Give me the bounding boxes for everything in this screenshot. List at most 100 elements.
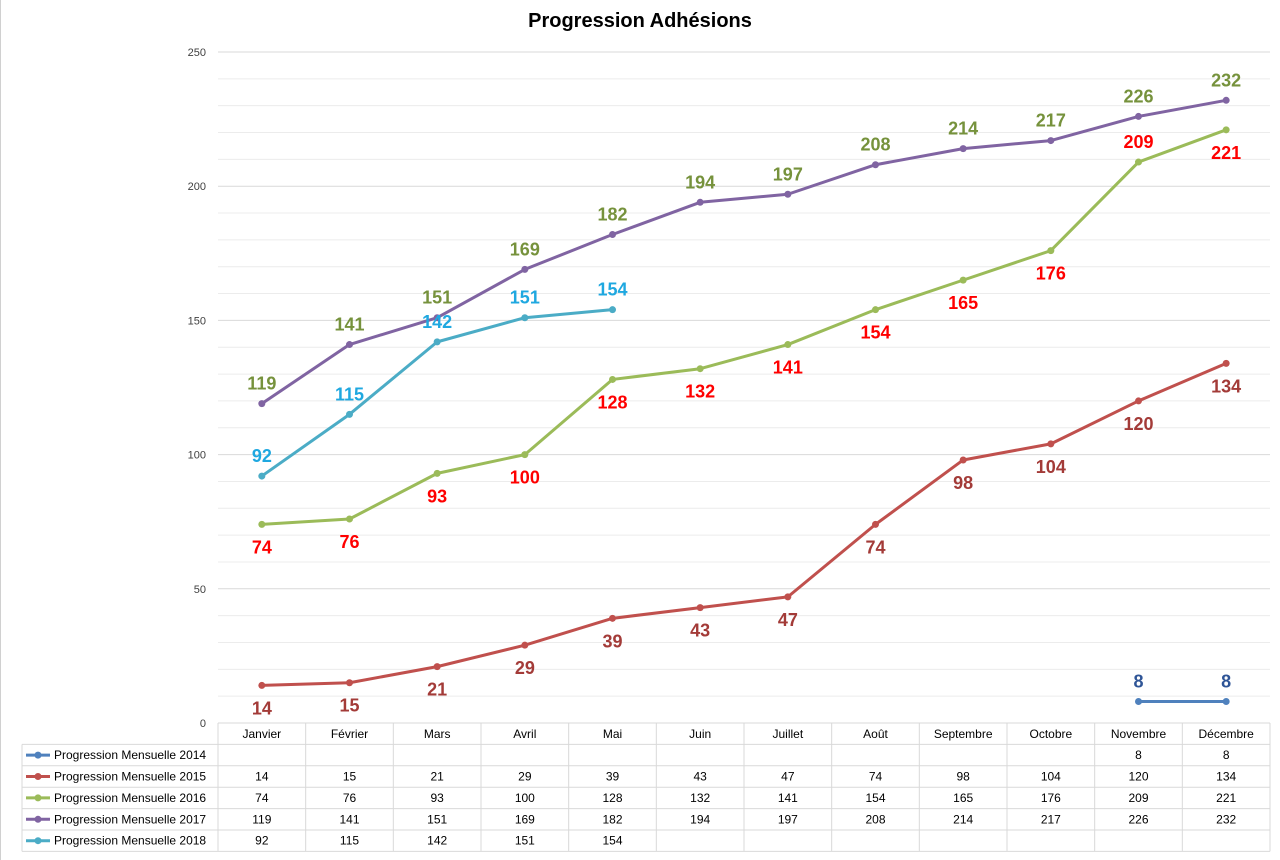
table-cell-value: 21 <box>430 770 444 784</box>
data-label: 21 <box>427 680 447 700</box>
data-label: 43 <box>690 621 710 641</box>
data-label: 221 <box>1211 143 1241 163</box>
data-label: 100 <box>510 468 540 488</box>
data-point <box>258 472 266 480</box>
table-cell-value: 76 <box>343 791 357 805</box>
table-cell-value: 15 <box>343 770 357 784</box>
data-point <box>1222 126 1230 134</box>
data-label: 208 <box>860 135 890 155</box>
table-cell-value: 154 <box>602 834 622 848</box>
data-label: 8 <box>1133 672 1143 692</box>
table-cell-value: 74 <box>869 770 883 784</box>
data-label: 47 <box>778 610 798 630</box>
data-table: Janvier Février Mars Avril Mai Juin Juillet Aoû… <box>21 722 1271 852</box>
table-cell-value: 74 <box>255 791 269 805</box>
legend-entry: Progression Mensuelle 2018 <box>54 834 206 848</box>
data-point <box>1135 112 1142 120</box>
data-point <box>872 520 879 528</box>
y-tick-label: 100 <box>188 450 206 462</box>
data-point <box>1135 397 1142 405</box>
data-point <box>433 469 441 477</box>
table-cell-value: 142 <box>427 834 447 848</box>
data-label: 217 <box>1036 111 1066 131</box>
x-tick-label: Janvier <box>242 727 281 741</box>
data-label: 226 <box>1123 86 1153 106</box>
table-cell-value: 8 <box>1135 748 1142 762</box>
data-point <box>433 338 441 346</box>
table-cell-value: 151 <box>515 834 535 848</box>
data-point <box>1047 440 1055 448</box>
data-point <box>521 451 529 459</box>
data-point <box>1222 698 1230 706</box>
data-point <box>521 641 529 649</box>
data-label: 176 <box>1036 264 1066 284</box>
data-label: 154 <box>860 323 890 343</box>
data-label: 209 <box>1123 132 1153 152</box>
data-point <box>959 276 967 284</box>
table-cell-value: 92 <box>255 834 269 848</box>
table-cell-value: 128 <box>602 791 622 805</box>
table-cell-value: 141 <box>339 812 359 826</box>
table-cell-value: 214 <box>953 812 973 826</box>
x-tick-label: Août <box>863 727 888 741</box>
series-line <box>260 308 613 478</box>
data-point <box>346 410 353 418</box>
data-label: 214 <box>948 119 978 139</box>
legend-entry: Progression Mensuelle 2016 <box>54 791 206 805</box>
data-point <box>521 314 529 322</box>
table-cell-value: 221 <box>1216 791 1236 805</box>
table-cell-value: 232 <box>1216 812 1236 826</box>
table-cell-value: 132 <box>690 791 710 805</box>
y-tick-label: 50 <box>194 584 206 596</box>
data-point <box>1222 96 1230 104</box>
x-tick-label: Avril <box>513 727 536 741</box>
table-cell-value: 226 <box>1128 812 1148 826</box>
y-tick-label: 0 <box>200 718 206 730</box>
x-tick-label: Septembre <box>934 727 993 741</box>
data-label: 128 <box>597 392 627 412</box>
data-label: 141 <box>773 358 803 378</box>
data-point <box>433 314 441 322</box>
data-point <box>959 145 967 153</box>
data-label: 232 <box>1211 70 1241 90</box>
data-label: 29 <box>515 658 535 678</box>
data-point <box>609 231 616 239</box>
data-point <box>1135 158 1142 166</box>
data-point <box>346 515 353 523</box>
x-tick-label: Octobre <box>1029 727 1072 741</box>
data-point <box>784 190 792 198</box>
x-tick-label: Mars <box>424 727 451 741</box>
data-label: 194 <box>685 172 715 192</box>
data-label: 151 <box>510 288 540 308</box>
data-point <box>609 614 616 622</box>
y-tick-label: 250 <box>188 47 206 59</box>
data-point <box>609 375 616 383</box>
data-label: 104 <box>1036 457 1066 477</box>
table-cell-value: 208 <box>865 812 885 826</box>
data-point <box>784 341 792 349</box>
x-tick-label: Novembre <box>1111 727 1167 741</box>
data-label: 134 <box>1211 376 1241 396</box>
data-labels: 8 8 14 15 21 29 39 43 47 74 98 104 120 134 74 76 93 100 12… <box>247 70 1241 718</box>
table-cell-value: 194 <box>690 812 710 826</box>
table-cell-value: 104 <box>1041 770 1061 784</box>
data-point <box>959 456 967 464</box>
data-label: 93 <box>427 486 447 506</box>
data-point <box>433 663 441 671</box>
gridlines <box>218 51 1270 724</box>
table-cell-value: 93 <box>430 791 444 805</box>
table-cell-value: 8 <box>1223 748 1230 762</box>
x-tick-label: Mai <box>603 727 622 741</box>
table-cell-value: 141 <box>778 791 798 805</box>
legend-key-marker <box>34 837 42 845</box>
legend-key-marker <box>34 773 42 780</box>
data-label: 74 <box>865 537 885 557</box>
table-cell-value: 151 <box>427 812 447 826</box>
legend-key-marker <box>34 794 42 802</box>
series-line <box>261 361 1227 687</box>
table-cell-value: 98 <box>956 770 970 784</box>
data-label: 14 <box>252 698 272 718</box>
data-label: 182 <box>597 205 627 225</box>
data-point <box>258 520 266 528</box>
